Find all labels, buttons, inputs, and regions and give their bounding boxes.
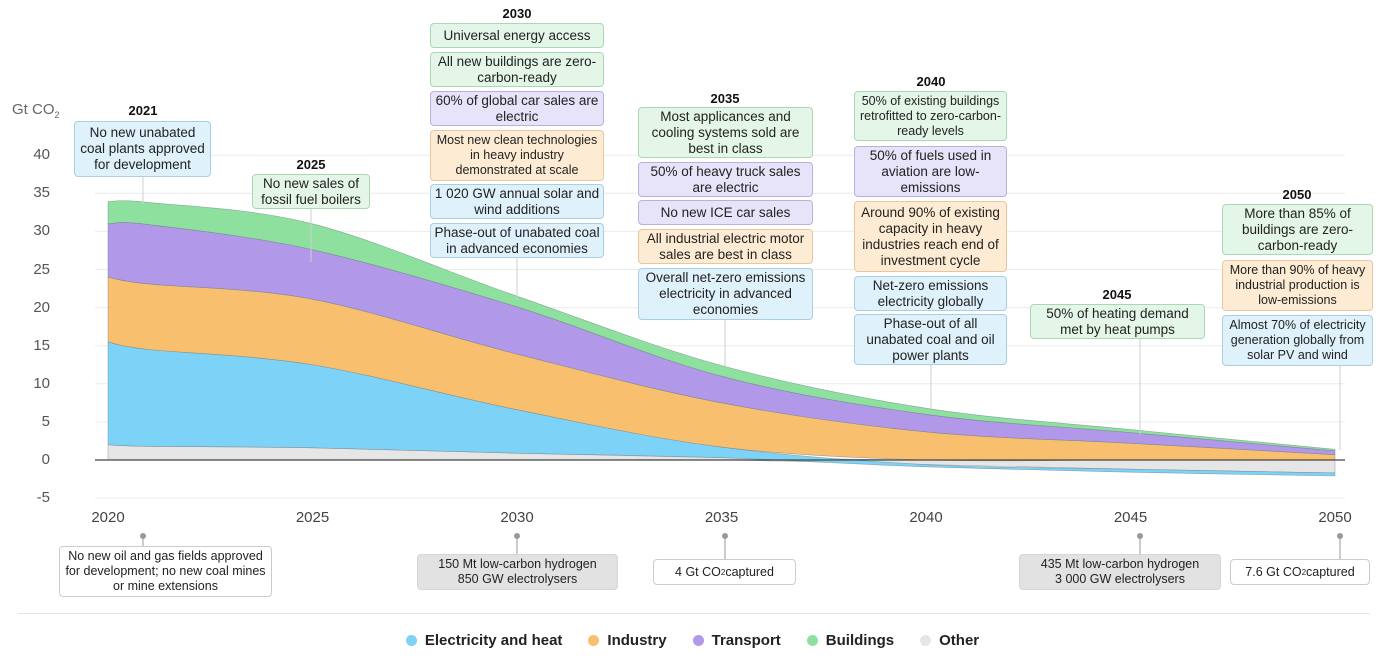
y-tick-label: 20 (33, 298, 50, 316)
milestone-electricity: Almost 70% of electricity generation glo… (1222, 315, 1373, 366)
y-tick-label: 35 (33, 184, 50, 202)
y-tick-label: 25 (33, 260, 50, 278)
x-tick-label: 2050 (1318, 509, 1352, 526)
legend-label: Buildings (825, 632, 895, 649)
milestone-buildings: 50% of existing buildings retrofitted to… (854, 91, 1007, 141)
legend-item: Industry (588, 632, 667, 649)
milestone-transport: 50% of fuels used in aviation are low-em… (854, 146, 1007, 197)
legend-swatch (692, 635, 704, 646)
milestone-buildings: Universal energy access (430, 23, 604, 48)
milestone-industry: Most new clean technologies in heavy ind… (430, 130, 604, 181)
x-tick-label: 2035 (704, 509, 739, 526)
area-buildings (107, 200, 1336, 452)
y-tick-label: 10 (33, 374, 50, 392)
milestone-year: 2035 (710, 91, 740, 106)
legend-label: Industry (607, 632, 667, 649)
bottom-milestone: 150 Mt low-carbon hydrogen 850 GW electr… (417, 554, 618, 590)
milestone-transport: No new ICE car sales (638, 200, 813, 225)
y-tick-label: 0 (41, 451, 50, 468)
legend-label: Transport (711, 632, 781, 649)
milestone-year: 2040 (916, 74, 946, 89)
legend-item: Buildings (806, 632, 895, 649)
legend-item: Electricity and heat (405, 632, 563, 649)
milestone-transport: 60% of global car sales are electric (430, 91, 604, 126)
milestone-year: 2021 (128, 103, 158, 118)
milestone-electricity: Phase-out of all unabated coal and oil p… (854, 314, 1007, 365)
milestone-year: 2030 (502, 6, 532, 21)
y-tick-label: 5 (41, 412, 50, 430)
legend-item: Transport (692, 632, 781, 649)
milestone-year: 2045 (1102, 287, 1132, 302)
x-tick-label: 2025 (295, 509, 330, 526)
legend-swatch (588, 635, 600, 646)
x-tick-label: 2045 (1113, 509, 1148, 526)
bottom-milestone: 4 Gt CO 2 captured (653, 559, 796, 585)
milestone-industry: More than 90% of heavy industrial produc… (1222, 260, 1373, 311)
legend: Electricity and heat Industry Transport Bui… (0, 632, 1385, 649)
legend-swatch (405, 635, 417, 646)
milestone-industry: All industrial electric motor sales are … (638, 229, 813, 264)
milestone-transport: 50% of heavy truck sales are electric (638, 162, 813, 197)
milestone-buildings: Most applicances and cooling systems sol… (638, 107, 813, 158)
milestone-electricity: Phase-out of unabated coal in advanced e… (430, 223, 604, 258)
x-tick-label: 2030 (500, 509, 534, 526)
milestone-electricity: Net-zero emissions electricity globally (854, 276, 1007, 311)
bottom-milestone: 435 Mt low-carbon hydrogen 3 000 GW elec… (1019, 554, 1221, 590)
milestone-electricity: 1 020 GW annual solar and wind additions (430, 184, 604, 219)
legend-item: Other (920, 632, 979, 649)
divider (18, 613, 1370, 614)
x-tick-label: 2040 (909, 509, 943, 526)
legend-swatch (920, 635, 932, 646)
y-axis-label: Gt CO2 (12, 101, 60, 120)
x-tick-label: 2020 (91, 509, 125, 526)
milestone-buildings: No new sales of fossil fuel boilers (252, 174, 370, 209)
milestone-year: 2050 (1282, 187, 1312, 202)
y-tick-label: 40 (33, 146, 50, 164)
milestone-buildings: All new buildings are zero-carbon-ready (430, 52, 604, 87)
milestone-year: 2025 (296, 157, 326, 172)
milestone-industry: Around 90% of existing capacity in heavy… (854, 201, 1007, 272)
milestone-electricity: Overall net-zero emissions electricity i… (638, 268, 813, 320)
milestone-electricity: No new unabated coal plants approved for… (74, 121, 211, 177)
legend-label: Electricity and heat (424, 632, 563, 649)
y-tick-label: -5 (36, 489, 50, 507)
y-tick-label: 15 (33, 336, 50, 354)
milestone-buildings: 50% of heating demand met by heat pumps (1030, 304, 1205, 339)
bottom-milestone: No new oil and gas fields approved for d… (59, 546, 272, 597)
legend-label: Other (939, 632, 980, 649)
milestone-buildings: More than 85% of buildings are zero-carb… (1222, 204, 1373, 255)
bottom-milestone: 7.6 Gt CO 2 captured (1230, 559, 1370, 585)
legend-swatch (806, 635, 818, 646)
y-tick-label: 30 (33, 222, 50, 240)
